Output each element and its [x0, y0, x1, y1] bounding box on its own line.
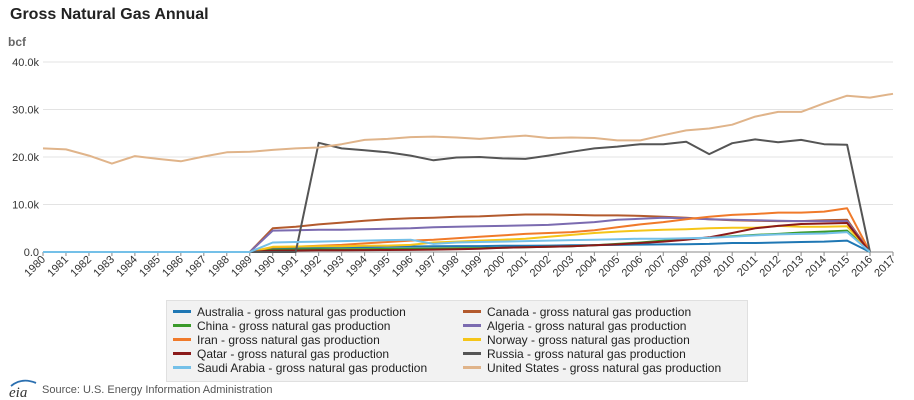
- legend-label: Canada - gross natural gas production: [487, 305, 692, 319]
- x-tick-label: 2007: [643, 254, 669, 280]
- legend-label: Qatar - gross natural gas production: [197, 347, 390, 361]
- chart-title: Gross Natural Gas Annual: [10, 6, 209, 23]
- legend-swatch: [463, 338, 481, 342]
- x-tick-label: 2009: [689, 254, 715, 280]
- legend-item[interactable]: China - gross natural gas production: [173, 319, 390, 333]
- x-tick-label: 1984: [114, 254, 140, 280]
- eia-logo-icon: eia: [9, 379, 37, 400]
- y-tick-label: 10.0k: [12, 200, 39, 212]
- legend-item[interactable]: Norway - gross natural gas production: [463, 333, 690, 347]
- y-tick-label: 30.0k: [12, 105, 39, 117]
- legend-swatch: [463, 352, 481, 356]
- x-tick-label: 2006: [620, 254, 646, 280]
- y-tick-label: 0.0: [24, 247, 39, 259]
- x-tick-label: 1989: [229, 254, 255, 280]
- legend-swatch: [173, 366, 191, 370]
- x-tick-label: 1987: [183, 254, 209, 280]
- legend-label: Norway - gross natural gas production: [487, 333, 690, 347]
- x-tick-label: 1999: [459, 254, 485, 280]
- series-line: [43, 231, 871, 253]
- x-tick-label: 1995: [367, 254, 393, 280]
- y-axis-ticks: 0.0 10.0k 20.0k 30.0k 40.0k: [12, 57, 39, 259]
- source-note: Source: U.S. Energy Information Administ…: [42, 384, 273, 396]
- legend-label: Iran - gross natural gas production: [197, 333, 380, 347]
- x-tick-label: 1991: [275, 254, 301, 280]
- x-tick-label: 1992: [298, 254, 324, 280]
- legend-item[interactable]: Canada - gross natural gas production: [463, 305, 691, 319]
- x-tick-label: 2014: [803, 254, 829, 280]
- legend-label: Algeria - gross natural gas production: [487, 319, 687, 333]
- x-tick-label: 2013: [780, 254, 806, 280]
- x-tick-label: 1996: [390, 254, 416, 280]
- series-lines: [42, 92, 894, 253]
- legend-item[interactable]: Australia - gross natural gas production: [173, 305, 406, 319]
- x-tick-label: 1988: [206, 254, 232, 280]
- x-tick-label: 1990: [252, 254, 278, 280]
- y-axis-label: bcf: [8, 35, 27, 49]
- x-tick-label: 2001: [505, 254, 531, 280]
- legend-swatch: [173, 352, 191, 356]
- legend-swatch: [173, 310, 191, 314]
- x-tick-label: 1986: [160, 254, 186, 280]
- legend-label: Russia - gross natural gas production: [487, 347, 686, 361]
- x-tick-label: 1985: [137, 254, 163, 280]
- legend: Australia - gross natural gas production…: [166, 300, 748, 382]
- legend-item[interactable]: Russia - gross natural gas production: [463, 347, 686, 361]
- x-tick-label: 2008: [666, 254, 692, 280]
- x-tick-label: 1981: [45, 254, 71, 280]
- legend-label: China - gross natural gas production: [197, 319, 391, 333]
- x-axis-ticks: 1980198119821983198419851986198719881989…: [22, 252, 898, 279]
- y-tick-label: 40.0k: [12, 57, 39, 69]
- legend-label: Australia - gross natural gas production: [197, 305, 406, 319]
- x-tick-label: 1993: [321, 254, 347, 280]
- x-tick-label: 1997: [413, 254, 439, 280]
- x-tick-label: 1983: [91, 254, 117, 280]
- legend-item[interactable]: Algeria - gross natural gas production: [463, 319, 686, 333]
- legend-swatch: [173, 324, 191, 328]
- legend-item[interactable]: Saudi Arabia - gross natural gas product…: [173, 361, 427, 375]
- x-tick-label: 2010: [712, 254, 738, 280]
- x-tick-label: 2005: [597, 254, 623, 280]
- legend-item[interactable]: Qatar - gross natural gas production: [173, 347, 389, 361]
- legend-swatch: [463, 310, 481, 314]
- x-tick-label: 2016: [849, 254, 875, 280]
- eia-logo-text: eia: [9, 385, 27, 400]
- series-line: [42, 92, 894, 165]
- legend-item[interactable]: United States - gross natural gas produc…: [463, 361, 721, 375]
- legend-label: Saudi Arabia - gross natural gas product…: [197, 361, 428, 375]
- x-tick-label: 2017: [872, 254, 898, 280]
- x-tick-label: 2004: [574, 254, 600, 280]
- x-tick-label: 2011: [735, 254, 760, 279]
- x-tick-label: 1994: [344, 254, 370, 280]
- legend-swatch: [463, 366, 481, 370]
- x-tick-label: 2003: [551, 254, 577, 280]
- legend-swatch: [173, 338, 191, 342]
- x-tick-label: 2012: [757, 254, 783, 280]
- x-tick-label: 2015: [826, 254, 852, 280]
- legend-swatch: [463, 324, 481, 328]
- x-tick-label: 2000: [482, 254, 508, 280]
- legend-label: United States - gross natural gas produc…: [487, 361, 722, 375]
- legend-item[interactable]: Iran - gross natural gas production: [173, 333, 380, 347]
- y-tick-label: 20.0k: [12, 152, 39, 164]
- x-tick-label: 2002: [528, 254, 554, 280]
- x-tick-label: 1982: [68, 254, 94, 280]
- x-tick-label: 1998: [436, 254, 462, 280]
